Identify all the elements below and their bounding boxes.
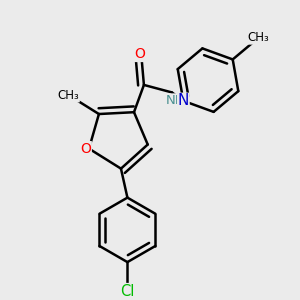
Text: Cl: Cl (120, 284, 135, 298)
Text: NH: NH (165, 94, 185, 107)
Text: O: O (80, 142, 91, 156)
Text: CH₃: CH₃ (58, 89, 79, 102)
Text: O: O (134, 47, 146, 61)
Text: N: N (178, 93, 189, 108)
Text: CH₃: CH₃ (247, 31, 269, 44)
